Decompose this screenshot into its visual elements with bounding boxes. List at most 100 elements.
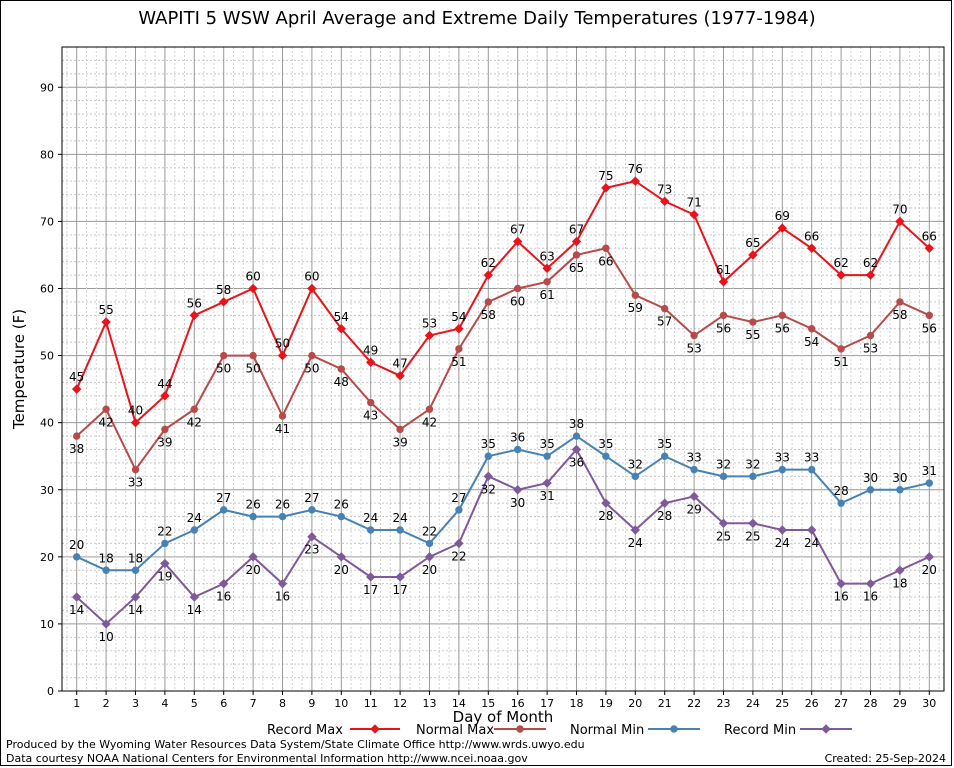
normal-max-data-label: 56 xyxy=(775,321,790,335)
record-max-point xyxy=(336,324,347,334)
normal-min-data-label: 32 xyxy=(716,457,731,471)
record-max-data-label: 65 xyxy=(745,236,760,250)
record-min-data-label: 16 xyxy=(833,590,848,604)
y-tick-label: 60 xyxy=(40,283,54,296)
normal-max-point xyxy=(514,284,522,293)
normal-min-data-label: 26 xyxy=(334,498,349,512)
record-max-data-label: 62 xyxy=(863,256,878,270)
normal-min-point xyxy=(837,499,845,507)
x-axis-label: Day of Month xyxy=(453,708,554,726)
record-max-point xyxy=(689,210,699,220)
record-min-data-label: 16 xyxy=(216,590,231,604)
x-tick-label: 11 xyxy=(364,697,378,710)
normal-max-data-label: 54 xyxy=(804,335,819,349)
normal-max-data-label: 51 xyxy=(451,355,466,369)
normal-max-data-label: 61 xyxy=(539,288,554,302)
normal-min-data-label: 18 xyxy=(98,551,113,565)
normal-max-point xyxy=(367,398,375,407)
y-tick-label: 80 xyxy=(40,148,54,161)
record-max-data-label: 62 xyxy=(833,256,848,270)
record-max-point xyxy=(836,270,846,280)
normal-min-point xyxy=(572,432,581,440)
record-min-data-label: 19 xyxy=(157,570,172,584)
normal-min-point xyxy=(425,539,434,548)
x-tick-label: 14 xyxy=(452,697,466,710)
footer-data-courtesy: Data courtesy NOAA National Centers for … xyxy=(6,752,528,765)
normal-max-data-label: 42 xyxy=(187,415,202,429)
normal-min-point xyxy=(661,452,669,460)
normal-max-point xyxy=(543,278,551,286)
normal-min-data-label: 24 xyxy=(363,511,378,525)
record-min-data-label: 23 xyxy=(304,543,319,557)
x-tick-label: 13 xyxy=(423,697,437,710)
record-min-data-label: 24 xyxy=(804,536,819,550)
normal-min-data-label: 33 xyxy=(686,451,701,465)
legend-marker-normal-min xyxy=(670,725,678,733)
record-min-data-label: 29 xyxy=(686,502,701,516)
x-tick-label: 27 xyxy=(834,697,848,710)
record-min-data-label: 36 xyxy=(569,456,584,470)
normal-max-point xyxy=(719,311,728,320)
record-max-data-label: 76 xyxy=(628,162,643,176)
record-min-point xyxy=(424,552,435,562)
normal-max-point xyxy=(778,311,786,320)
record-max-point xyxy=(865,270,876,280)
series-layer xyxy=(71,176,935,629)
record-max-point xyxy=(454,324,464,334)
record-min-point xyxy=(865,578,876,589)
x-tick-label: 2 xyxy=(103,697,110,710)
normal-min-point xyxy=(161,539,169,548)
x-tick-label: 10 xyxy=(334,697,348,710)
normal-max-data-label: 56 xyxy=(716,321,731,335)
record-min-point xyxy=(718,518,729,528)
y-tick-label: 70 xyxy=(40,215,54,228)
normal-min-data-label: 22 xyxy=(422,524,437,538)
x-tick-label: 12 xyxy=(393,697,407,710)
record-min-data-label: 28 xyxy=(598,509,613,523)
normal-min-data-label: 20 xyxy=(69,538,84,552)
y-tick-label: 10 xyxy=(40,618,54,631)
record-min-point xyxy=(277,578,288,589)
x-tick-label: 18 xyxy=(570,697,584,710)
normal-min-data-label: 32 xyxy=(628,457,643,471)
normal-max-point xyxy=(866,331,875,340)
record-min-point xyxy=(836,578,846,589)
normal-min-point xyxy=(719,472,728,481)
y-axis-label: Temperature (F) xyxy=(10,309,28,430)
x-tick-label: 30 xyxy=(922,697,936,710)
x-tick-label: 16 xyxy=(511,697,525,710)
data-labels-layer: 45 55 40 44 56 58 60 50 60 54 49 47 53 54 62 67 63 67 75 76… xyxy=(69,162,937,644)
x-tick-label: 25 xyxy=(775,697,789,710)
legend-marker-record-max xyxy=(370,724,380,734)
record-max-point xyxy=(277,350,288,361)
normal-max-point xyxy=(602,244,610,252)
x-tick-label: 19 xyxy=(599,697,613,710)
record-max-line xyxy=(75,180,930,425)
record-max-point xyxy=(101,317,111,327)
grid xyxy=(62,47,944,691)
y-tick-label: 40 xyxy=(40,417,54,430)
normal-max-point xyxy=(661,304,669,313)
normal-max-point xyxy=(455,345,463,353)
normal-min-data-label: 35 xyxy=(539,437,554,451)
record-min-data-label: 25 xyxy=(745,529,760,543)
record-max-point xyxy=(571,236,582,247)
normal-min-point xyxy=(73,553,81,561)
record-max-point xyxy=(718,277,729,287)
y-tick-label: 50 xyxy=(40,350,54,363)
record-min-point xyxy=(924,552,935,562)
record-min-point xyxy=(365,572,376,582)
legend-label-record-min: Record Min xyxy=(724,723,796,738)
normal-min-data-label: 32 xyxy=(745,457,760,471)
normal-min-point xyxy=(749,472,757,481)
record-max-data-label: 67 xyxy=(510,223,525,237)
normal-min-data-label: 35 xyxy=(481,437,496,451)
record-min-data-label: 22 xyxy=(451,549,466,563)
normal-max-point xyxy=(808,325,816,333)
normal-max-data-label: 42 xyxy=(98,415,113,429)
normal-min-point xyxy=(308,506,316,514)
record-min-point xyxy=(454,538,464,549)
record-min-data-label: 32 xyxy=(481,482,496,496)
record-min-point xyxy=(630,525,641,535)
normal-max-data-label: 43 xyxy=(363,409,378,423)
